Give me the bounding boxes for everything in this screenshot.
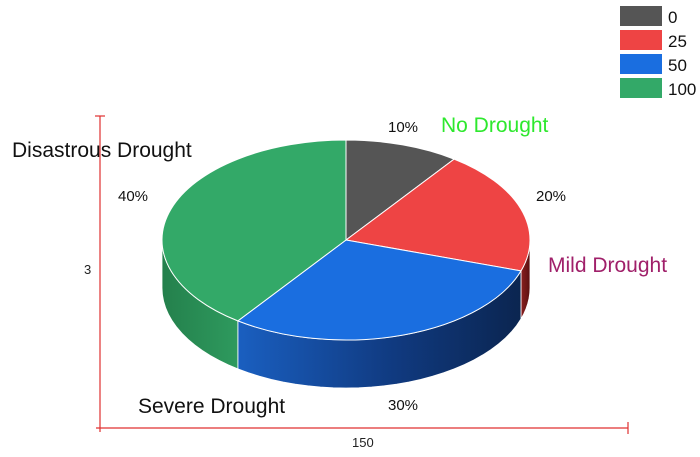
legend-swatch-25 xyxy=(620,30,662,50)
annotation-mild-drought: Mild Drought xyxy=(548,254,667,277)
legend-label-100: 100 xyxy=(668,80,696,99)
annotation-severe-drought: Severe Drought xyxy=(138,395,285,418)
pie-slice-0 xyxy=(345,139,456,241)
annotation-no-drought: No Drought xyxy=(441,114,549,137)
legend-label-0: 0 xyxy=(668,8,677,27)
annotation-disastrous-drought: Disastrous Drought xyxy=(12,139,192,162)
pct-label-50: 30% xyxy=(388,397,418,414)
legend-swatch-100 xyxy=(620,78,662,98)
pct-label-25: 20% xyxy=(536,188,566,205)
pct-label-100: 40% xyxy=(118,188,148,205)
legend-swatch-50 xyxy=(620,54,662,74)
x-axis-value: 150 xyxy=(352,435,374,450)
pct-label-0: 10% xyxy=(388,119,418,136)
legend-label-50: 50 xyxy=(668,56,687,75)
legend: 0 25 50 100 xyxy=(620,6,696,99)
legend-label-25: 25 xyxy=(668,32,687,51)
pie-slices xyxy=(161,139,531,341)
y-axis-value: 3 xyxy=(84,262,91,277)
pie-slice-100 xyxy=(161,139,347,322)
legend-swatch-0 xyxy=(620,6,662,26)
pie-slice-50 xyxy=(236,239,522,341)
pie-slice-25 xyxy=(344,158,531,272)
